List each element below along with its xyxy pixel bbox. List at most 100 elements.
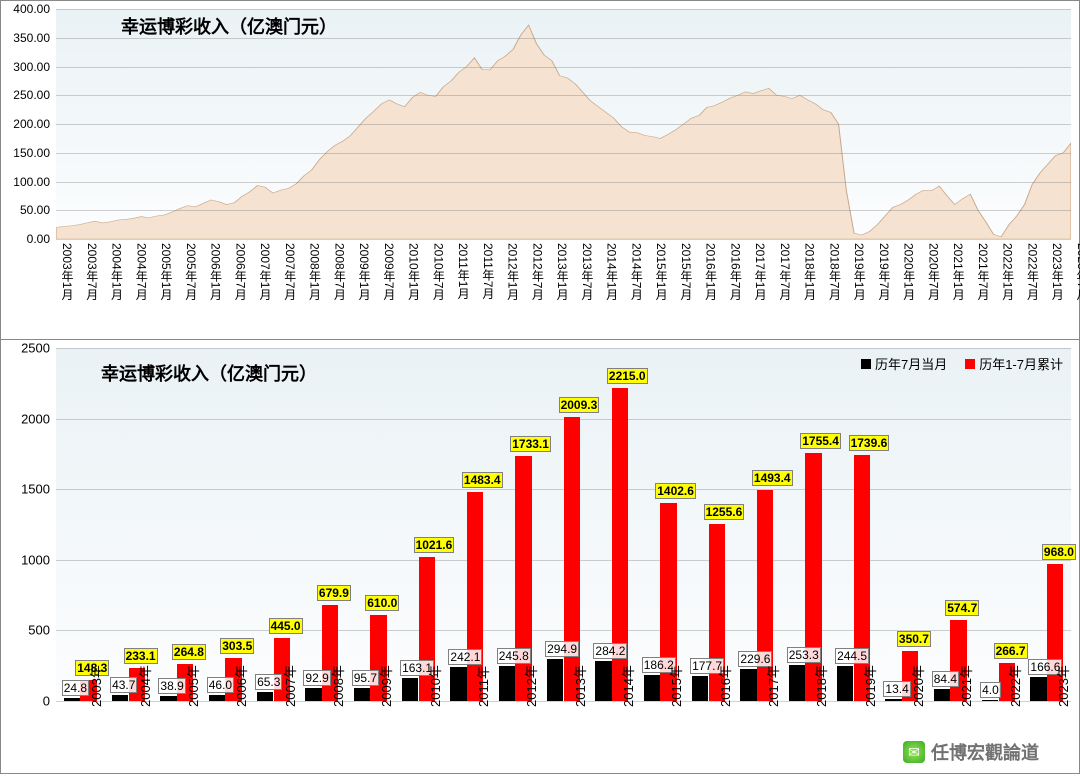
legend-swatch-black bbox=[861, 359, 871, 369]
top-area-chart: 幸运博彩收入（亿澳门元） 0.0050.00100.00150.00200.00… bbox=[0, 0, 1080, 340]
bar-monthly bbox=[837, 666, 853, 701]
x-tick-label: 2003年7月 bbox=[84, 243, 101, 300]
x-tick-label: 2012年 bbox=[521, 665, 540, 707]
bar-label-red: 574.7 bbox=[945, 600, 979, 616]
bar-label-black: 4.0 bbox=[980, 682, 1001, 698]
gridline bbox=[56, 95, 1071, 96]
legend-item-red: 历年1-7月累计 bbox=[965, 354, 1063, 373]
x-tick-label: 2021年7月 bbox=[975, 243, 992, 300]
y-tick-label: 500 bbox=[28, 623, 50, 638]
top-chart-title: 幸运博彩收入（亿澳门元） bbox=[121, 13, 337, 39]
y-tick-label: 1000 bbox=[21, 552, 50, 567]
x-tick-label: 2007年1月 bbox=[257, 243, 274, 300]
bar-label-red: 1021.6 bbox=[414, 537, 455, 553]
bottom-chart-title: 幸运博彩收入（亿澳门元） bbox=[101, 360, 317, 386]
x-tick-label: 2020年 bbox=[908, 665, 927, 707]
bar-label-black: 294.9 bbox=[545, 641, 579, 657]
top-x-axis: 2003年1月2003年7月2004年1月2004年7月2005年1月2005年… bbox=[56, 239, 1071, 339]
x-tick-label: 2022年7月 bbox=[1024, 243, 1041, 300]
bar-label-black: 43.7 bbox=[110, 677, 137, 693]
x-tick-label: 2006年 bbox=[231, 665, 250, 707]
x-tick-label: 2013年7月 bbox=[579, 243, 596, 300]
y-tick-label: 200.00 bbox=[13, 117, 50, 131]
gridline bbox=[56, 153, 1071, 154]
x-tick-label: 2015年 bbox=[666, 665, 685, 707]
watermark: ✉ 任博宏觀論道 bbox=[903, 739, 1039, 765]
bar-label-red: 1402.6 bbox=[655, 483, 696, 499]
x-tick-label: 2022年 bbox=[1005, 665, 1024, 707]
bar-cumulative bbox=[805, 453, 821, 701]
bar-monthly bbox=[1030, 677, 1046, 701]
wechat-icon: ✉ bbox=[903, 741, 925, 763]
x-tick-label: 2005年7月 bbox=[183, 243, 200, 300]
x-tick-label: 2008年 bbox=[328, 665, 347, 707]
gridline bbox=[56, 67, 1071, 68]
bar-label-red: 679.9 bbox=[317, 585, 351, 601]
x-tick-label: 2006年1月 bbox=[208, 243, 225, 300]
legend-label-red: 历年1-7月累计 bbox=[979, 354, 1063, 373]
legend-swatch-red bbox=[965, 359, 975, 369]
x-tick-label: 2013年1月 bbox=[554, 243, 571, 300]
bar-label-black: 65.3 bbox=[255, 674, 282, 690]
x-tick-label: 2011年7月 bbox=[480, 243, 497, 299]
bar-label-black: 242.1 bbox=[448, 649, 482, 665]
x-tick-label: 2011年 bbox=[473, 666, 492, 707]
gridline bbox=[56, 348, 1071, 349]
legend-label-black: 历年7月当月 bbox=[875, 354, 947, 373]
x-tick-label: 2023年7月 bbox=[1074, 243, 1080, 300]
bar-monthly bbox=[257, 692, 273, 701]
x-tick-label: 2010年7月 bbox=[430, 243, 447, 300]
x-tick-label: 2009年 bbox=[376, 665, 395, 707]
bar-monthly bbox=[499, 666, 515, 701]
y-tick-label: 400.00 bbox=[13, 2, 50, 16]
bar-label-red: 350.7 bbox=[897, 631, 931, 647]
x-tick-label: 2019年1月 bbox=[851, 243, 868, 300]
y-tick-label: 100.00 bbox=[13, 175, 50, 189]
bar-label-black: 46.0 bbox=[207, 677, 234, 693]
bar-label-red: 1255.6 bbox=[704, 504, 745, 520]
x-tick-label: 2012年7月 bbox=[529, 243, 546, 300]
y-tick-label: 0.00 bbox=[27, 232, 50, 246]
bar-label-red: 1483.4 bbox=[462, 472, 503, 488]
x-tick-label: 2018年7月 bbox=[826, 243, 843, 300]
x-tick-label: 2017年1月 bbox=[752, 243, 769, 300]
bar-monthly bbox=[692, 676, 708, 701]
x-tick-label: 2012年1月 bbox=[505, 243, 522, 300]
x-tick-label: 2009年1月 bbox=[356, 243, 373, 300]
x-tick-label: 2016年7月 bbox=[727, 243, 744, 300]
y-tick-label: 2000 bbox=[21, 411, 50, 426]
x-tick-label: 2017年7月 bbox=[777, 243, 794, 300]
x-tick-label: 2016年 bbox=[715, 665, 734, 707]
x-tick-label: 2004年 bbox=[135, 665, 154, 707]
x-tick-label: 2004年7月 bbox=[133, 243, 150, 300]
bar-monthly bbox=[402, 678, 418, 701]
legend: 历年7月当月 历年1-7月累计 bbox=[861, 354, 1063, 373]
x-tick-label: 2008年1月 bbox=[307, 243, 324, 300]
x-tick-label: 2010年1月 bbox=[406, 243, 423, 300]
watermark-text: 任博宏觀論道 bbox=[931, 739, 1039, 765]
bottom-bar-chart: 幸运博彩收入（亿澳门元） 历年7月当月 历年1-7月累计 05001000150… bbox=[0, 340, 1080, 774]
bottom-plot-area: 148.324.8233.143.7264.838.9303.546.0445.… bbox=[56, 348, 1071, 701]
x-tick-label: 2022年1月 bbox=[1000, 243, 1017, 300]
bar-label-black: 244.5 bbox=[835, 648, 869, 664]
gridline bbox=[56, 210, 1071, 211]
bar-label-red: 1755.4 bbox=[800, 433, 841, 449]
bar-label-red: 233.1 bbox=[124, 648, 158, 664]
x-tick-label: 2013年 bbox=[570, 665, 589, 707]
x-tick-label: 2003年 bbox=[86, 665, 105, 707]
bottom-y-axis: 05001000150020002500 bbox=[1, 348, 56, 701]
x-tick-label: 2014年 bbox=[618, 665, 637, 707]
x-tick-label: 2015年1月 bbox=[653, 243, 670, 300]
y-tick-label: 300.00 bbox=[13, 60, 50, 74]
bar-label-red: 303.5 bbox=[220, 638, 254, 654]
area-path bbox=[56, 25, 1071, 239]
bar-label-black: 24.8 bbox=[62, 680, 89, 696]
bar-label-black: 253.3 bbox=[787, 647, 821, 663]
bar-label-red: 445.0 bbox=[269, 618, 303, 634]
x-tick-label: 2021年 bbox=[956, 665, 975, 707]
gridline bbox=[56, 182, 1071, 183]
bar-monthly bbox=[305, 688, 321, 701]
bar-label-black: 84.4 bbox=[932, 671, 959, 687]
bar-label-red: 610.0 bbox=[365, 595, 399, 611]
bar-label-red: 264.8 bbox=[172, 644, 206, 660]
